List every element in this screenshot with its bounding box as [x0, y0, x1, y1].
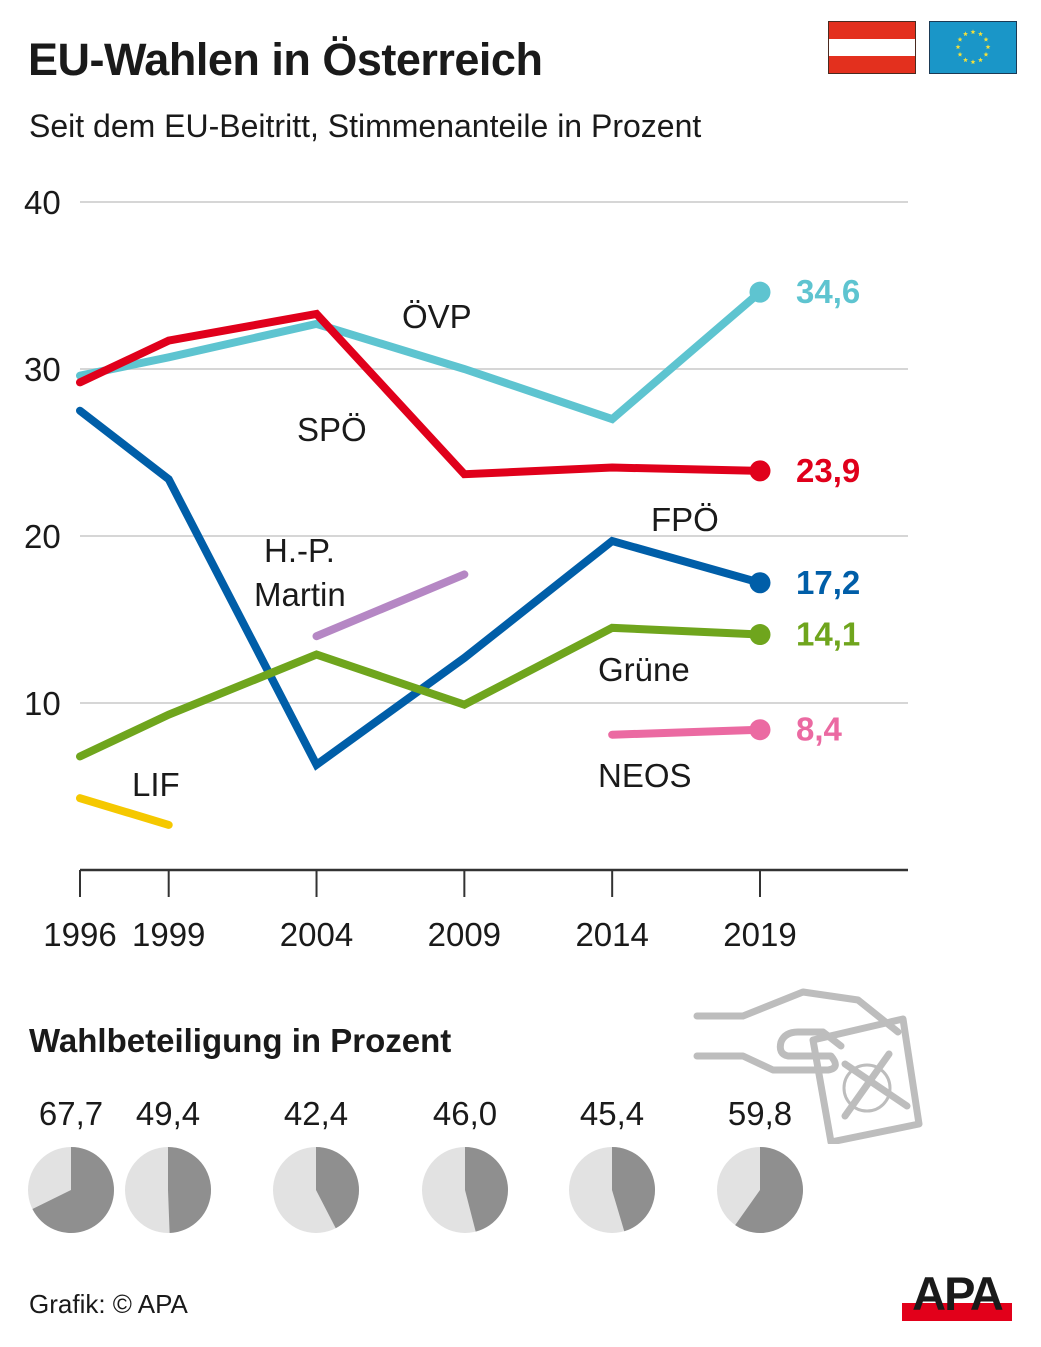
x-tick-label: 2009 [428, 916, 501, 953]
eu-star-icon [985, 44, 991, 50]
turnout-value-label: 67,7 [39, 1095, 103, 1132]
end-point-grüne [749, 624, 771, 646]
series-line-grüne [76, 623, 764, 761]
turnout-title: Wahlbeteiligung in Prozent [29, 1022, 452, 1059]
eu-star-icon [957, 36, 963, 42]
eu-star-icon [957, 51, 963, 57]
y-tick-label: 40 [24, 184, 61, 221]
eu-star-icon [955, 44, 961, 50]
eu-star-icon [970, 29, 976, 35]
end-point-neos [749, 719, 771, 741]
turnout-pie-slice [316, 1147, 359, 1229]
eu-star-icon [963, 31, 968, 37]
page-subtitle: Seit dem EU-Beitritt, Stimmenanteile in … [29, 108, 702, 144]
turnout-pie-slice [465, 1147, 508, 1232]
turnout-pie-slice [168, 1147, 212, 1233]
x-tick-label: 2014 [575, 916, 648, 953]
eu-star-icon [983, 51, 989, 57]
eu-star-icon [978, 57, 983, 63]
y-axis-ticks: 10 20 30 40 [24, 184, 61, 722]
turnout-pie-slice [612, 1147, 656, 1232]
series-label: Grüne [598, 651, 690, 688]
turnout-pie-slice [735, 1147, 803, 1233]
turnout-pies: 67,7 49,4 42,4 46,0 45,4 59,8 [28, 1095, 803, 1233]
turnout-value-label: 59,8 [728, 1095, 792, 1132]
end-point-övp [749, 281, 771, 303]
y-tick-label: 10 [24, 685, 61, 722]
end-value-label: 8,4 [796, 711, 843, 748]
series-line-neos [608, 725, 764, 739]
series-label: NEOS [598, 757, 692, 794]
y-tick-label: 20 [24, 518, 61, 555]
turnout-value-label: 45,4 [580, 1095, 644, 1132]
end-value-label: 34,6 [796, 273, 860, 310]
grid-lines [80, 201, 908, 704]
turnout-value-label: 46,0 [433, 1095, 497, 1132]
end-value-labels: 34,6 23,9 17,2 14,1 8,4 [796, 273, 860, 748]
x-tick-label: 2019 [723, 916, 796, 953]
end-value-label: 23,9 [796, 452, 860, 489]
apa-logo: APA [902, 1272, 1012, 1321]
y-tick-label: 30 [24, 351, 61, 388]
flags [828, 21, 1017, 74]
x-tick-label: 1999 [132, 916, 205, 953]
x-axis: 1996 1999 2004 2009 2014 2019 [43, 868, 908, 953]
x-tick-label: 2004 [280, 916, 353, 953]
ballot-hand-icon [693, 988, 923, 1144]
series-label: Martin [254, 576, 346, 613]
series-label: H.-P. [264, 532, 335, 569]
end-value-label: 17,2 [796, 564, 860, 601]
eu-star-icon [963, 57, 968, 63]
eu-star-icon [978, 31, 983, 37]
series-line-spö [76, 309, 764, 479]
end-value-label: 14,1 [796, 616, 860, 653]
series-line-övp [76, 288, 764, 424]
austria-flag-icon [828, 21, 916, 74]
eu-star-icon [983, 36, 989, 42]
series-label: SPÖ [297, 411, 367, 448]
end-point-spö [749, 460, 771, 482]
series-lines [76, 281, 771, 829]
end-point-fpö [749, 572, 771, 594]
eu-flag-icon [929, 21, 1017, 74]
page-title: EU-Wahlen in Österreich [28, 34, 543, 85]
apa-logo-text: APA [912, 1272, 1003, 1320]
series-label: ÖVP [402, 298, 472, 335]
series-labels: ÖVP SPÖ FPÖ Grüne NEOS H.-P. Martin LIF [132, 298, 719, 803]
turnout-value-label: 49,4 [136, 1095, 200, 1132]
turnout-pie-slice [32, 1147, 114, 1233]
credit-text: Grafik: © APA [29, 1289, 188, 1319]
turnout-value-label: 42,4 [284, 1095, 348, 1132]
series-line-fpö [76, 406, 764, 771]
series-line-h-p-martin [312, 570, 469, 641]
line-chart: 10 20 30 40 1996 1999 2004 2009 2014 2019 ÖVP SPÖ… [24, 184, 908, 953]
series-label: FPÖ [651, 501, 719, 538]
eu-star-icon [970, 59, 976, 65]
x-tick-label: 1996 [43, 916, 116, 953]
series-label: LIF [132, 766, 180, 803]
series-line-lif [76, 794, 173, 829]
